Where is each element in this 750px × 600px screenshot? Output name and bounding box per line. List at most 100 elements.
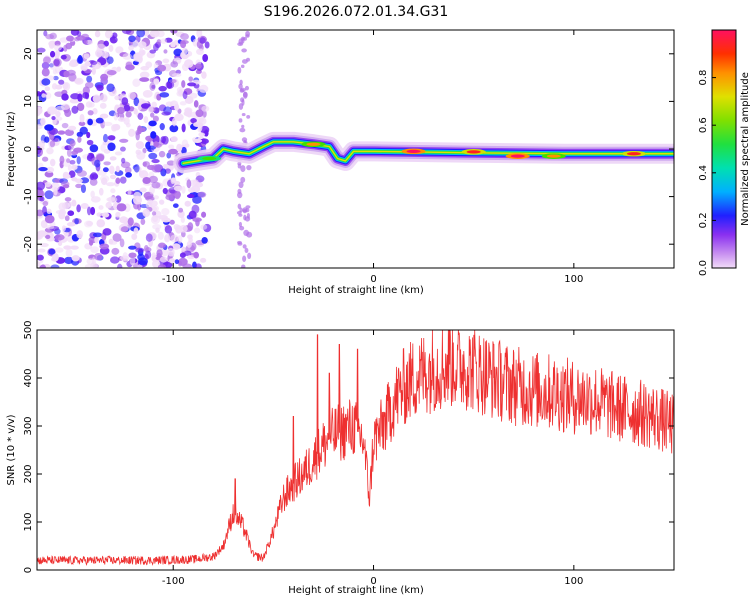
noise-blob (71, 105, 79, 114)
noise-blob (192, 217, 202, 223)
noise-blob (90, 206, 96, 216)
noise-blob (181, 80, 186, 88)
noise-blob (105, 182, 116, 187)
noise-blob (43, 30, 48, 37)
noise-blob (48, 40, 57, 47)
noise-blob (96, 43, 106, 50)
snr-xtick-label: 100 (564, 576, 583, 587)
noise-blob (54, 91, 64, 97)
noise-blob (238, 181, 244, 189)
noise-blob (52, 252, 59, 262)
noise-blob (76, 230, 84, 239)
noise-blob (110, 256, 120, 264)
noise-blob (135, 247, 145, 253)
noise-blob (101, 51, 109, 59)
noise-blob (46, 208, 52, 215)
noise-blob (197, 191, 207, 198)
noise-blob (245, 207, 250, 213)
noise-blob (133, 227, 139, 235)
spectrogram-xlabel: Height of straight line (km) (288, 285, 424, 296)
noise-blob (159, 256, 168, 263)
noise-blob (90, 246, 99, 254)
noise-blob (169, 258, 175, 264)
noise-blob (170, 30, 178, 34)
noise-blob (239, 88, 245, 93)
noise-blob (188, 76, 194, 82)
ridge-hotspot-core (306, 142, 321, 146)
noise-blob (94, 236, 99, 244)
noise-blob (151, 159, 160, 164)
noise-blob (142, 208, 151, 218)
noise-blob (96, 219, 106, 228)
noise-blob (99, 102, 107, 109)
noise-blob (186, 193, 195, 199)
noise-blob (150, 131, 157, 139)
noise-blob (170, 136, 178, 143)
noise-blob (247, 252, 252, 260)
noise-blob (137, 112, 144, 120)
noise-blob (241, 48, 247, 53)
noise-blob (68, 61, 79, 68)
noise-blob (77, 136, 82, 143)
noise-blob (238, 118, 243, 123)
noise-blob (140, 127, 146, 132)
noise-blob (47, 106, 57, 115)
noise-blob (116, 107, 125, 115)
noise-blob (161, 207, 170, 216)
noise-blob (152, 115, 159, 122)
noise-blob (76, 156, 81, 165)
noise-blob (109, 165, 115, 175)
noise-blob (163, 49, 168, 54)
noise-blob (157, 264, 167, 268)
noise-blob (184, 143, 190, 148)
noise-blob (50, 182, 60, 192)
noise-blob (241, 112, 246, 117)
noise-blob (244, 85, 250, 91)
noise-blob (194, 227, 201, 234)
noise-blob (95, 117, 104, 124)
noise-blob (133, 108, 138, 115)
noise-blob (58, 79, 65, 85)
noise-blob (54, 50, 61, 57)
noise-blob (79, 113, 85, 123)
noise-blob (68, 125, 77, 131)
noise-blob (111, 124, 118, 132)
noise-blob (171, 117, 177, 127)
noise-blob (63, 231, 69, 237)
noise-blob (79, 126, 88, 135)
noise-blob (41, 68, 50, 77)
noise-blob (199, 37, 206, 44)
noise-blob (85, 39, 94, 45)
noise-blob (84, 264, 95, 268)
noise-blob (173, 185, 183, 192)
noise-blob (64, 129, 74, 137)
noise-blob (116, 203, 127, 212)
noise-blob (149, 49, 157, 54)
noise-blob (157, 64, 167, 72)
noise-blob (90, 196, 101, 203)
noise-blob (39, 140, 45, 149)
ridge-hotspot-core (466, 150, 481, 154)
noise-blob (148, 152, 158, 160)
noise-blob (54, 234, 65, 241)
noise-blob (66, 148, 72, 157)
noise-blob (241, 264, 246, 268)
noise-blob (189, 92, 198, 99)
noise-blob (99, 113, 109, 119)
noise-blob (70, 93, 81, 100)
noise-blob (44, 92, 52, 100)
noise-blob (105, 201, 112, 209)
noise-blob (173, 48, 183, 57)
noise-blob (100, 73, 109, 81)
spectrogram-ytick-label: 0 (23, 146, 34, 152)
noise-blob (90, 60, 98, 65)
noise-blob (108, 240, 118, 245)
noise-blob (74, 218, 79, 225)
noise-blob (152, 260, 161, 268)
noise-blob (201, 71, 207, 79)
noise-blob (61, 122, 69, 129)
noise-blob (193, 251, 199, 259)
noise-blob (184, 200, 191, 207)
noise-blob (37, 261, 41, 267)
